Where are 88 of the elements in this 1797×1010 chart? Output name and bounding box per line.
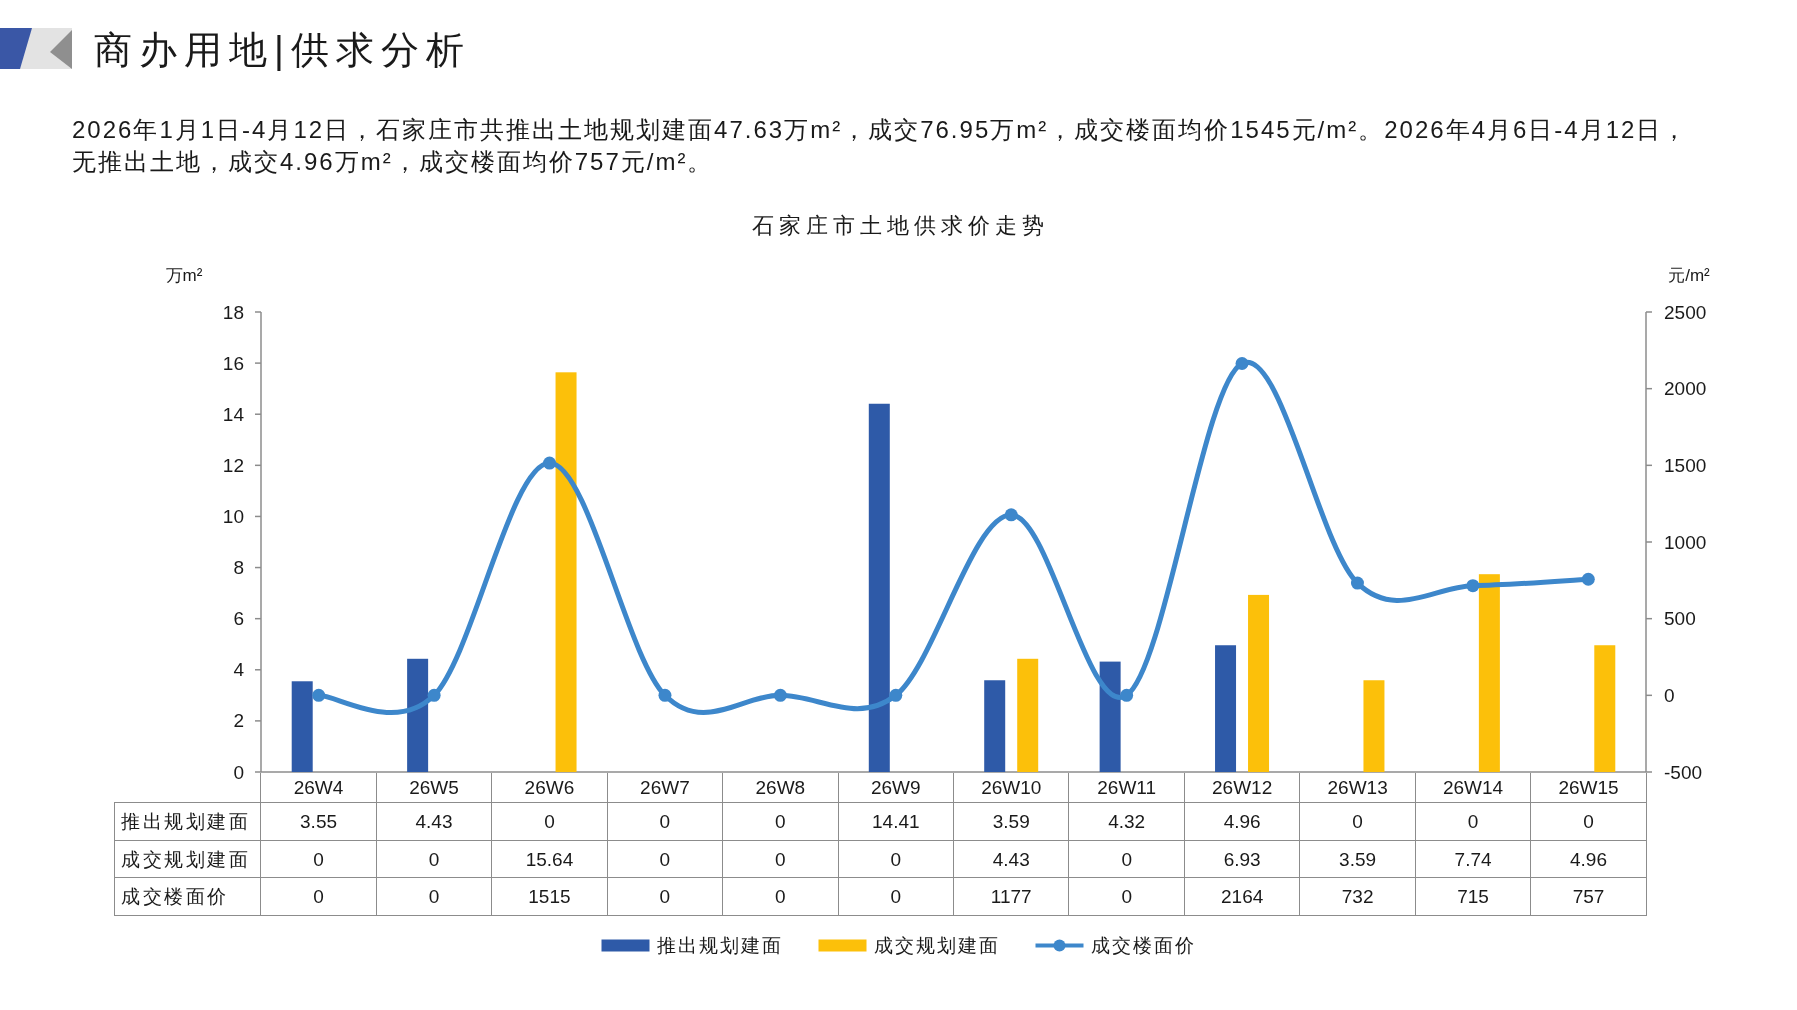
table-cell: 4.43	[376, 802, 492, 841]
table-cell: 4.43	[953, 840, 1069, 878]
table-cell: 26W8	[722, 772, 839, 803]
point	[889, 688, 903, 702]
table-cell: 26W6	[491, 772, 608, 803]
table-cell: 0	[376, 840, 492, 878]
chart-title: 石家庄市土地供求价走势	[751, 212, 1049, 238]
y-tick-label: 16	[222, 352, 244, 374]
table-cell: 6.93	[1184, 840, 1300, 878]
table-cell: 推出规划建面	[114, 802, 261, 841]
y2-tick-label: 2000	[1664, 378, 1707, 400]
y-tick-label: 4	[233, 659, 245, 681]
point	[658, 688, 672, 702]
y-tick-label: 0	[233, 761, 244, 783]
table-cell: 15.64	[491, 840, 608, 878]
table-cell: 0	[607, 802, 723, 841]
table-cell: 0	[838, 877, 954, 916]
table-cell: 0	[722, 877, 839, 916]
table-cell: 0	[607, 877, 723, 916]
table-cell: 0	[838, 840, 954, 878]
table-cell: 26W13	[1299, 772, 1416, 803]
point	[312, 688, 326, 702]
table-cell: 4.96	[1530, 840, 1647, 878]
table-cell: 4.32	[1068, 802, 1185, 841]
table-cell: 0	[260, 840, 377, 878]
table-cell: 26W5	[376, 772, 492, 803]
table-cell: 26W12	[1184, 772, 1300, 803]
legend-label: 成交规划建面	[873, 935, 1000, 956]
table-cell: 26W4	[260, 772, 377, 803]
y-tick-label: 6	[233, 608, 244, 630]
point	[773, 688, 787, 702]
table-cell: 3.59	[953, 802, 1069, 841]
point	[1581, 572, 1595, 586]
table-cell: 0	[1299, 802, 1416, 841]
table-cell: 成交规划建面	[114, 840, 261, 878]
table-cell: 26W9	[838, 772, 954, 803]
table-cell: 732	[1299, 877, 1416, 916]
table-cell: 0	[722, 840, 839, 878]
table-cell: 0	[260, 877, 377, 916]
table-cell: 7.74	[1415, 840, 1531, 878]
table-cell: 1515	[491, 877, 608, 916]
table-cell: 26W14	[1415, 772, 1531, 803]
point	[1350, 576, 1364, 590]
table-cell: 0	[491, 802, 608, 841]
table-cell: 26W7	[607, 772, 723, 803]
table-cell: 3.59	[1299, 840, 1416, 878]
y2-tick-label: 500	[1664, 608, 1696, 630]
table-cell: 4.96	[1184, 802, 1300, 841]
table-cell: 26W15	[1530, 772, 1647, 803]
table-cell: 1177	[953, 877, 1069, 916]
table-cell: 成交楼面价	[114, 877, 261, 916]
table-cell: 26W10	[953, 772, 1069, 803]
y-tick-label: 18	[222, 301, 244, 323]
y2-tick-label: 2500	[1664, 301, 1707, 323]
y2-tick-label: 1000	[1664, 531, 1707, 553]
y-tick-label: 14	[222, 403, 245, 425]
table-cell: 0	[1068, 877, 1185, 916]
point	[543, 456, 557, 470]
table-cell: 0	[1068, 840, 1185, 878]
point	[427, 688, 441, 702]
table-cell: 14.41	[838, 802, 954, 841]
table-cell: 0	[1415, 802, 1531, 841]
legend-label: 推出规划建面	[656, 935, 783, 956]
point	[1466, 579, 1480, 593]
table-cell: 3.55	[260, 802, 377, 841]
y-axis-title: 万m²	[165, 265, 203, 285]
text: 商办用地|供求分析	[94, 29, 471, 71]
point	[1120, 688, 1134, 702]
text: 2026年1月1日-4月12日，石家庄市共推出土地规划建面47.63万m²，成交76.95万m²，成交楼面均价1545元/m²。2026年4月6日-4月12日，无推出土地，成交4.96万m²，成交楼面均价757元/m²。	[72, 115, 1690, 177]
y-tick-label: 2	[233, 710, 244, 732]
y-tick-label: 12	[222, 454, 244, 476]
table-cell: 26W11	[1068, 772, 1185, 803]
point	[1004, 508, 1018, 522]
table-cell: 0	[607, 840, 723, 878]
y2-tick-label: 0	[1664, 684, 1675, 706]
y2-tick-label: 1500	[1664, 454, 1707, 476]
table-cell: 0	[1530, 802, 1647, 841]
table-cell: 0	[376, 877, 492, 916]
point	[1235, 357, 1249, 371]
table-cell: 715	[1415, 877, 1531, 916]
y-tick-label: 10	[222, 505, 244, 527]
table-cell: 2164	[1184, 877, 1300, 916]
y-tick-label: 8	[233, 557, 244, 579]
table-cell: 757	[1530, 877, 1647, 916]
y2-axis-title: 元/m²	[1668, 265, 1711, 285]
table-cell: 0	[722, 802, 839, 841]
legend-label: 成交楼面价	[1090, 935, 1196, 956]
y2-tick-label: -500	[1664, 761, 1703, 783]
